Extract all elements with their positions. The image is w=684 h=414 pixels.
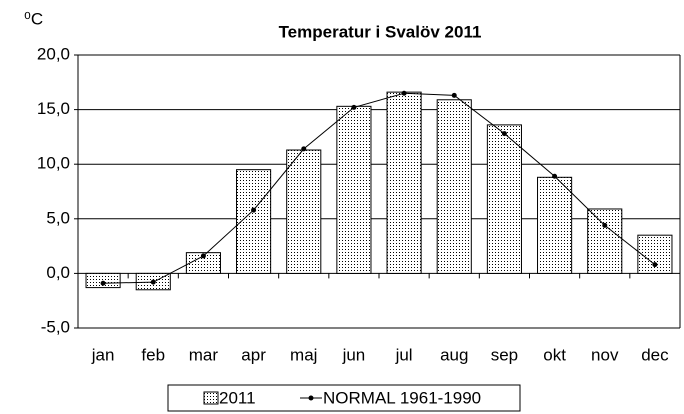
x-tick-label: mar: [189, 345, 219, 364]
x-tick-label: feb: [141, 345, 165, 364]
line-marker: [501, 131, 507, 137]
x-tick-label: maj: [290, 345, 317, 364]
y-tick-label: 20,0: [37, 44, 70, 63]
y-tick-label: 15,0: [37, 99, 70, 118]
bar: [386, 91, 422, 274]
line-marker: [100, 280, 106, 286]
bar: [436, 99, 472, 274]
y-tick-label: -5,0: [41, 317, 70, 336]
legend: [167, 384, 521, 412]
chart-title: Temperatur i Svalöv 2011: [279, 22, 482, 41]
bar: [185, 252, 221, 274]
line-marker: [351, 104, 357, 110]
line-marker: [552, 173, 558, 179]
y-axis-label: ⁰C: [24, 9, 43, 28]
y-tick-label: 5,0: [46, 208, 70, 227]
x-tick-label: jun: [342, 345, 366, 364]
line-marker: [150, 279, 156, 285]
bar: [587, 208, 623, 274]
x-tick-label: apr: [241, 345, 266, 364]
legend-marker: [308, 395, 314, 401]
line: [103, 92, 656, 284]
bar: [336, 105, 372, 274]
line-marker: [451, 92, 457, 98]
x-tick-label: jul: [395, 345, 413, 364]
line-marker: [301, 146, 307, 152]
bar: [486, 124, 522, 274]
y-tick-label: 10,0: [37, 154, 70, 173]
line-marker: [200, 253, 206, 259]
x-tick-label: jan: [91, 345, 115, 364]
bar: [637, 234, 673, 274]
bar: [85, 272, 121, 289]
x-tick-label: okt: [543, 345, 566, 364]
bar: [236, 169, 272, 274]
x-tick-label: aug: [440, 345, 468, 364]
bar: [537, 176, 573, 274]
bar: [286, 149, 322, 274]
line-marker: [401, 90, 407, 96]
legend-label: NORMAL 1961-1990: [323, 388, 481, 407]
x-tick-label: sep: [491, 345, 518, 364]
legend-label: 2011: [219, 388, 256, 407]
y-tick-label: 0,0: [46, 263, 70, 282]
line-marker: [602, 222, 608, 228]
legend-swatch: [203, 391, 219, 405]
line-marker: [652, 262, 658, 268]
x-tick-label: nov: [591, 345, 619, 364]
x-tick-label: dec: [641, 345, 669, 364]
line-marker: [251, 207, 257, 213]
